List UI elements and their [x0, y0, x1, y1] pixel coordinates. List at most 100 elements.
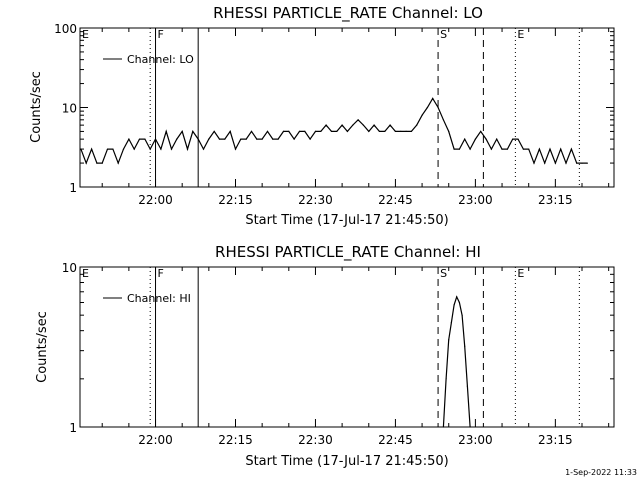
event-marker-label: E	[82, 28, 89, 41]
data-point-lo	[437, 106, 439, 109]
series-layer-hi	[442, 295, 471, 428]
data-point-lo	[538, 148, 541, 150]
data-point-lo	[496, 138, 498, 140]
data-point-lo	[261, 138, 263, 140]
data-point-lo	[91, 148, 93, 150]
data-point-hi	[464, 345, 466, 347]
data-point-lo	[170, 148, 173, 150]
data-point-lo	[533, 162, 535, 164]
data-point-lo	[133, 148, 135, 150]
data-point-lo	[96, 162, 98, 164]
data-point-lo	[122, 148, 125, 150]
chart-title-lo: RHESSI PARTICLE_RATE Channel: LO	[213, 4, 483, 23]
plot-frame-hi	[79, 266, 615, 428]
data-point-lo	[560, 148, 562, 150]
data-point-lo	[80, 148, 82, 150]
event-marker-label: F	[158, 267, 164, 280]
data-point-lo	[357, 119, 359, 121]
data-point-lo	[144, 138, 146, 140]
y-tick-label: 1	[69, 421, 77, 435]
data-point-lo	[528, 148, 530, 150]
data-point-hi	[445, 378, 447, 380]
data-point-lo	[416, 124, 418, 126]
data-point-lo	[128, 138, 130, 140]
y-tick-label: 1	[69, 181, 77, 195]
data-point-lo	[368, 130, 370, 132]
data-point-lo	[352, 124, 354, 126]
x-tick-label: 22:00	[138, 193, 173, 207]
data-point-lo	[112, 148, 114, 150]
y-axis-label-hi: Counts/sec	[35, 311, 50, 383]
data-point-lo	[586, 162, 588, 164]
data-point-lo	[346, 130, 348, 132]
data-point-lo	[501, 148, 503, 150]
data-point-lo	[394, 130, 396, 132]
data-point-lo	[240, 138, 242, 140]
data-point-lo	[250, 130, 253, 132]
series-line-lo	[80, 97, 588, 165]
data-point-lo	[298, 130, 301, 132]
data-point-lo	[213, 130, 215, 132]
data-point-lo	[565, 162, 567, 164]
y-tick-label: 100	[54, 22, 77, 36]
data-point-lo	[362, 124, 364, 126]
data-point-lo	[186, 148, 189, 150]
data-point-lo	[197, 138, 199, 140]
data-point-lo	[192, 130, 194, 132]
data-point-lo	[245, 138, 247, 140]
data-point-lo	[384, 130, 386, 132]
data-point-lo	[85, 162, 87, 164]
data-point-lo	[304, 130, 306, 132]
data-point-lo	[410, 130, 412, 132]
data-point-lo	[160, 148, 162, 150]
data-point-lo	[485, 138, 487, 140]
panel-hi: RHESSI PARTICLE_RATE Channel: HI 22:00 22…	[35, 243, 615, 469]
data-point-lo	[224, 138, 226, 140]
footer-timestamp: 1-Sep-2022 11:33	[565, 468, 637, 477]
data-point-hi	[448, 339, 450, 341]
x-tick-label: 22:15	[218, 433, 253, 447]
data-point-hi	[450, 321, 452, 324]
data-point-lo	[330, 130, 333, 132]
data-point-hi	[458, 301, 460, 304]
panel-lo: RHESSI PARTICLE_RATE Channel: LO 22:00 22…	[29, 4, 615, 228]
data-point-lo	[544, 162, 546, 164]
y-axis-label-lo: Counts/sec	[29, 71, 44, 143]
data-point-lo	[309, 138, 311, 140]
data-point-lo	[154, 138, 157, 140]
data-point-lo	[549, 148, 551, 150]
event-marker-label: S	[440, 267, 447, 280]
data-point-lo	[432, 97, 434, 99]
series-line-hi	[442, 295, 471, 428]
legend-label-lo: Channel: LO	[127, 53, 194, 66]
data-point-lo	[208, 138, 210, 140]
data-point-lo	[400, 130, 402, 132]
data-point-lo	[458, 148, 460, 150]
data-point-lo	[218, 138, 221, 140]
x-axis-label-hi: Start Time (17-Jul-17 21:45:50)	[245, 454, 448, 469]
data-point-hi	[456, 296, 458, 298]
data-point-lo	[314, 130, 317, 132]
data-point-lo	[256, 138, 258, 140]
data-point-lo	[101, 162, 103, 164]
data-point-lo	[336, 130, 338, 132]
data-point-lo	[293, 138, 295, 140]
event-marker-label: F	[158, 28, 164, 41]
data-point-lo	[138, 138, 141, 140]
data-point-hi	[442, 426, 444, 428]
data-point-lo	[453, 148, 455, 150]
data-point-lo	[490, 148, 492, 150]
data-point-lo	[405, 130, 407, 132]
data-point-lo	[517, 138, 519, 140]
data-point-lo	[378, 130, 380, 132]
event-marker-label: E	[82, 267, 89, 280]
x-tick-label: 23:00	[458, 433, 493, 447]
data-point-lo	[474, 138, 476, 140]
data-point-hi	[466, 385, 468, 387]
legend-lo: Channel: LO	[103, 53, 194, 66]
data-point-lo	[320, 130, 322, 132]
tick-layer-hi: 22:00 22:15 22:30 22:45 23:00 23:15 1 10	[62, 261, 614, 447]
series-layer-lo	[80, 97, 588, 165]
x-tick-label: 23:15	[538, 193, 573, 207]
